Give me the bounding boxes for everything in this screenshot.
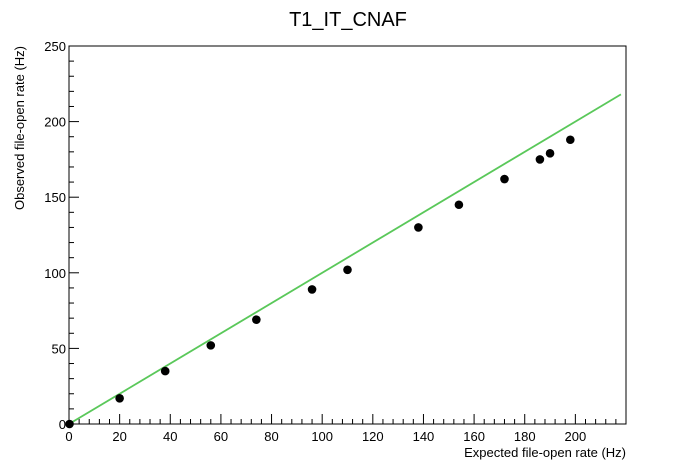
data-point bbox=[545, 149, 555, 158]
data-point bbox=[500, 174, 509, 184]
data-point bbox=[252, 315, 261, 324]
y-tick-label: 150 bbox=[44, 190, 66, 205]
plot-frame bbox=[68, 45, 627, 425]
y-tick-label: 0 bbox=[59, 417, 66, 432]
chart-title: T1_IT_CNAF bbox=[289, 9, 407, 31]
data-point bbox=[206, 341, 216, 350]
x-tick-label: 20 bbox=[112, 429, 126, 444]
x-axis-title: Expected file-open rate (Hz) bbox=[464, 445, 626, 460]
data-point bbox=[160, 366, 170, 376]
data-point bbox=[343, 265, 352, 275]
data-point bbox=[414, 223, 423, 232]
x-axis: 0 20 40 60 80 100 120 140 160 180 200 bbox=[65, 414, 627, 444]
y-axis: 0 50 100 150 200 250 bbox=[44, 39, 79, 432]
y-tick-label: 200 bbox=[44, 115, 66, 130]
data-point bbox=[454, 200, 464, 210]
data-point bbox=[65, 419, 74, 429]
data-point bbox=[307, 285, 317, 294]
x-tick-label: 60 bbox=[214, 429, 228, 444]
data-point bbox=[535, 155, 545, 164]
y-tick-label: 50 bbox=[52, 341, 66, 356]
fit-line-group bbox=[68, 93, 622, 425]
x-tick-label: 160 bbox=[463, 429, 485, 444]
x-tick-label: 80 bbox=[264, 429, 278, 444]
x-tick-label: 180 bbox=[514, 429, 536, 444]
x-tick-label: 40 bbox=[163, 429, 177, 444]
x-tick-label: 200 bbox=[565, 429, 587, 444]
x-tick-label: 100 bbox=[311, 429, 333, 444]
data-point bbox=[115, 393, 124, 403]
y-tick-label: 100 bbox=[44, 266, 66, 281]
fit-line bbox=[68, 93, 622, 425]
x-tick-label: 120 bbox=[362, 429, 384, 444]
x-tick-label: 140 bbox=[413, 429, 435, 444]
y-axis-title: Observed file-open rate (Hz) bbox=[12, 46, 27, 210]
y-tick-label: 250 bbox=[44, 39, 66, 54]
data-point bbox=[566, 135, 575, 145]
data-points bbox=[65, 135, 575, 429]
x-tick-label: 0 bbox=[65, 429, 72, 444]
